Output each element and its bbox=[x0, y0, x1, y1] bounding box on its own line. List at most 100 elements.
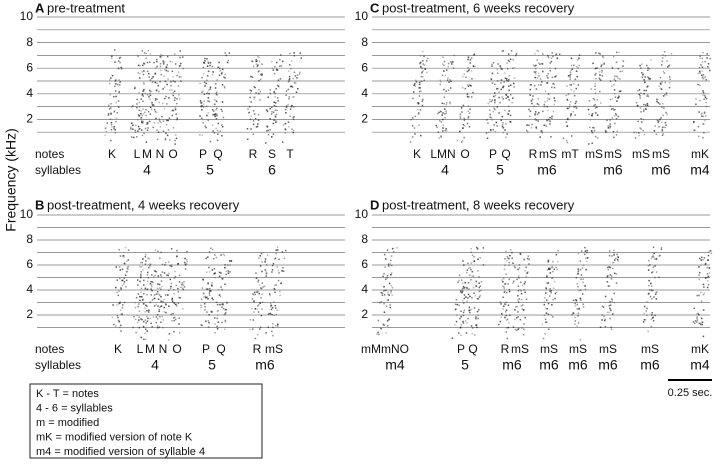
spectrogram-texture bbox=[462, 123, 465, 126]
spectrogram-texture bbox=[601, 305, 604, 308]
spectrogram-texture bbox=[149, 263, 152, 266]
spectrogram-texture bbox=[498, 323, 500, 326]
spectrogram-texture bbox=[462, 285, 465, 288]
spectrogram-texture bbox=[643, 93, 645, 95]
spectrogram-texture bbox=[200, 306, 202, 309]
spectrogram-texture bbox=[114, 132, 117, 134]
row-label: syllables bbox=[35, 358, 81, 372]
spectrogram-texture bbox=[182, 284, 185, 286]
spectrogram-texture bbox=[476, 298, 479, 300]
spectrogram-texture bbox=[390, 290, 392, 292]
spectrogram-texture bbox=[660, 248, 663, 250]
spectrogram-texture bbox=[545, 125, 547, 128]
spectrogram-texture bbox=[547, 282, 550, 284]
spectrogram-texture bbox=[445, 103, 448, 106]
spectrogram-texture bbox=[696, 312, 698, 315]
spectrogram-texture bbox=[669, 78, 671, 81]
spectrogram-texture bbox=[161, 102, 164, 105]
spectrogram-texture bbox=[465, 286, 467, 289]
spectrogram-texture bbox=[179, 56, 181, 59]
spectrogram-texture bbox=[650, 257, 653, 260]
spectrogram-texture bbox=[256, 65, 259, 68]
spectrogram-texture bbox=[177, 85, 180, 87]
spectrogram-texture bbox=[598, 90, 601, 93]
spectrogram-texture bbox=[144, 311, 146, 313]
spectrogram-texture bbox=[478, 286, 481, 289]
spectrogram-texture bbox=[603, 315, 605, 318]
spectrogram-texture bbox=[288, 70, 290, 72]
spectrogram-texture bbox=[221, 278, 224, 280]
spectrogram-texture bbox=[584, 257, 587, 259]
spectrogram-texture bbox=[207, 298, 209, 300]
spectrogram-texture bbox=[463, 136, 465, 139]
spectrogram-texture bbox=[221, 101, 224, 103]
spectrogram-texture bbox=[142, 320, 145, 323]
spectrogram-texture bbox=[546, 54, 549, 57]
note-label: O bbox=[168, 147, 177, 161]
spectrogram-texture bbox=[654, 125, 656, 127]
spectrogram-texture bbox=[389, 306, 392, 309]
spectrogram-texture bbox=[269, 313, 271, 315]
spectrogram-texture bbox=[513, 265, 516, 268]
spectrogram-texture bbox=[485, 132, 488, 134]
spectrogram-texture bbox=[140, 121, 143, 124]
spectrogram-texture bbox=[570, 64, 573, 67]
spectrogram-texture bbox=[148, 263, 150, 266]
spectrogram-texture bbox=[647, 69, 649, 72]
spectrogram-texture bbox=[446, 79, 449, 81]
spectrogram-texture bbox=[275, 283, 277, 286]
syllable-label: m6 bbox=[539, 357, 559, 373]
spectrogram-texture bbox=[550, 60, 553, 63]
spectrogram-texture bbox=[167, 289, 170, 292]
spectrogram-texture bbox=[211, 130, 214, 133]
spectrogram-texture bbox=[617, 67, 619, 70]
spectrogram-texture bbox=[554, 292, 557, 295]
spectrogram-texture bbox=[105, 130, 108, 133]
spectrogram-texture bbox=[143, 132, 145, 135]
spectrogram-texture bbox=[264, 259, 267, 261]
spectrogram-texture bbox=[151, 104, 154, 106]
spectrogram-texture bbox=[269, 294, 271, 297]
spectrogram-texture bbox=[645, 95, 648, 97]
spectrogram-texture bbox=[487, 131, 490, 134]
spectrogram-texture bbox=[114, 90, 117, 92]
spectrogram-texture bbox=[529, 88, 532, 91]
spectrogram-texture bbox=[249, 89, 251, 91]
spectrogram-texture bbox=[139, 65, 141, 67]
spectrogram-texture bbox=[383, 294, 386, 296]
spectrogram-texture bbox=[467, 110, 469, 112]
spectrogram-texture bbox=[469, 295, 471, 298]
spectrogram-texture bbox=[208, 266, 210, 269]
spectrogram-texture bbox=[229, 264, 231, 266]
spectrogram-texture bbox=[569, 104, 571, 106]
spectrogram-texture bbox=[125, 285, 127, 288]
spectrogram-texture bbox=[637, 104, 639, 107]
spectrogram-texture bbox=[463, 117, 465, 119]
spectrogram-texture bbox=[602, 306, 605, 309]
spectrogram-texture bbox=[171, 297, 174, 300]
spectrogram-texture bbox=[173, 316, 175, 319]
spectrogram-texture bbox=[218, 271, 221, 274]
spectrogram-texture bbox=[256, 123, 259, 125]
spectrogram-texture bbox=[461, 291, 463, 294]
spectrogram-texture bbox=[221, 110, 223, 112]
spectrogram-texture bbox=[135, 124, 137, 127]
spectrogram-texture bbox=[599, 74, 601, 76]
spectrogram-texture bbox=[440, 81, 442, 83]
spectrogram-texture bbox=[491, 99, 494, 101]
spectrogram-texture bbox=[666, 113, 668, 116]
spectrogram-texture bbox=[265, 275, 268, 277]
spectrogram-texture bbox=[199, 82, 201, 85]
spectrogram-texture bbox=[176, 305, 178, 307]
spectrogram-texture bbox=[143, 62, 145, 65]
spectrogram-texture bbox=[290, 60, 293, 62]
spectrogram-texture bbox=[154, 81, 157, 84]
spectrogram-texture bbox=[505, 79, 508, 82]
spectrogram-texture bbox=[221, 321, 223, 324]
spectrogram-texture bbox=[607, 275, 609, 277]
spectrogram-texture bbox=[392, 250, 395, 253]
spectrogram-texture bbox=[539, 63, 541, 65]
spectrogram-texture bbox=[546, 321, 548, 323]
spectrogram-texture bbox=[170, 247, 173, 250]
spectrogram-texture bbox=[221, 125, 224, 128]
